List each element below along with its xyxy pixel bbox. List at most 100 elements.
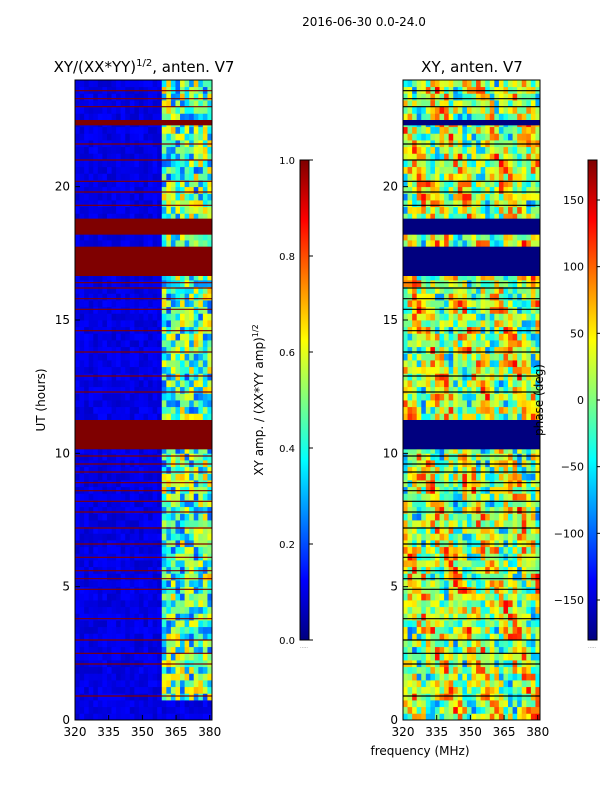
heatmap-cell [408, 413, 413, 420]
heatmap-cell [125, 93, 130, 100]
heatmap-cell [485, 453, 490, 460]
heatmap-cell [435, 633, 440, 640]
heatmap-cell [125, 113, 130, 120]
heatmap-cell [203, 693, 208, 700]
heatmap-cell [417, 300, 422, 307]
heatmap-cell [148, 280, 153, 287]
heatmap-cell [116, 100, 121, 107]
heatmap-cell [130, 407, 135, 414]
heatmap-cell [139, 453, 144, 460]
heatmap-cell [171, 413, 176, 420]
heatmap-cell [162, 160, 167, 167]
heatmap-cell [148, 240, 153, 247]
heatmap-cell [121, 367, 126, 374]
heatmap-cell [121, 187, 126, 194]
heatmap-cell [421, 593, 426, 600]
heatmap-cell [180, 367, 185, 374]
heatmap-cell [75, 560, 80, 567]
heatmap-cell [462, 560, 467, 567]
heatmap-cell [130, 313, 135, 320]
heatmap-cell [408, 633, 413, 640]
heatmap-cell [107, 600, 112, 607]
heatmap-cell [472, 453, 477, 460]
heatmap-cell [472, 667, 477, 674]
colorbar-tick-label: 0.2 [279, 540, 295, 551]
heatmap-cell [526, 507, 531, 514]
heatmap-cell [89, 700, 94, 707]
heatmap-cell [403, 493, 408, 500]
heatmap-cell [435, 480, 440, 487]
heatmap-cell [503, 580, 508, 587]
heatmap-cell [125, 407, 130, 414]
heatmap-cell [98, 480, 103, 487]
heatmap-cell [189, 587, 194, 594]
heatmap-cell [485, 687, 490, 694]
heatmap-cell [98, 507, 103, 514]
heatmap-cell [526, 667, 531, 674]
heatmap-cell [522, 573, 527, 580]
heatmap-cell [526, 313, 531, 320]
heatmap-cell [440, 333, 445, 340]
heatmap-cell [526, 473, 531, 480]
heatmap-cell [476, 647, 481, 654]
heatmap-cell [513, 393, 518, 400]
heatmap-cell [513, 473, 518, 480]
heatmap-cell [180, 160, 185, 167]
heatmap-cell [125, 693, 130, 700]
heatmap-cell [426, 560, 431, 567]
heatmap-cell [476, 407, 481, 414]
heatmap-cell [531, 680, 536, 687]
heatmap-cell [198, 147, 203, 154]
heatmap-cell [121, 380, 126, 387]
heatmap-cell [130, 587, 135, 594]
heatmap-cell [157, 580, 162, 587]
heatmap-cell [180, 360, 185, 367]
heatmap-cell [499, 587, 504, 594]
heatmap-cell [153, 193, 158, 200]
heatmap-cell [162, 493, 167, 500]
heatmap-cell [403, 453, 408, 460]
heatmap-cell [130, 320, 135, 327]
heatmap-cell [162, 340, 167, 347]
heatmap-cell [185, 393, 190, 400]
heatmap-cell [102, 707, 107, 714]
heatmap-cell [98, 280, 103, 287]
heatmap-cell [503, 413, 508, 420]
heatmap-cell [517, 400, 522, 407]
heatmap-cell [453, 340, 458, 347]
heatmap-cell [130, 127, 135, 134]
heatmap-cell [467, 633, 472, 640]
heatmap-cell [499, 600, 504, 607]
heatmap-cell [494, 687, 499, 694]
heatmap-cell [449, 453, 454, 460]
heatmap-cell [198, 473, 203, 480]
heatmap-cell [162, 373, 167, 380]
heatmap-cell [449, 647, 454, 654]
heatmap-cell [203, 93, 208, 100]
heatmap-cell [481, 560, 486, 567]
heatmap-cell [112, 380, 117, 387]
heatmap-cell [481, 380, 486, 387]
heatmap-cell [89, 313, 94, 320]
heatmap-cell [198, 407, 203, 414]
heatmap-cell [508, 600, 513, 607]
heatmap-cell [171, 107, 176, 114]
heatmap-cell [490, 533, 495, 540]
heatmap-cell [467, 627, 472, 634]
heatmap-cell [75, 680, 80, 687]
heatmap-cell [189, 193, 194, 200]
heatmap-cell [189, 627, 194, 634]
heatmap-cell [107, 613, 112, 620]
heatmap-cell [139, 133, 144, 140]
heatmap-cell [203, 673, 208, 680]
heatmap-cell [166, 193, 171, 200]
heatmap-cell [144, 560, 149, 567]
heatmap-cell [185, 573, 190, 580]
heatmap-cell [476, 693, 481, 700]
heatmap-cell [453, 607, 458, 614]
heatmap-cell [180, 133, 185, 140]
heatmap-cell [189, 573, 194, 580]
heatmap-cell [162, 127, 167, 134]
heatmap-cell [522, 407, 527, 414]
heatmap-cell [134, 133, 139, 140]
